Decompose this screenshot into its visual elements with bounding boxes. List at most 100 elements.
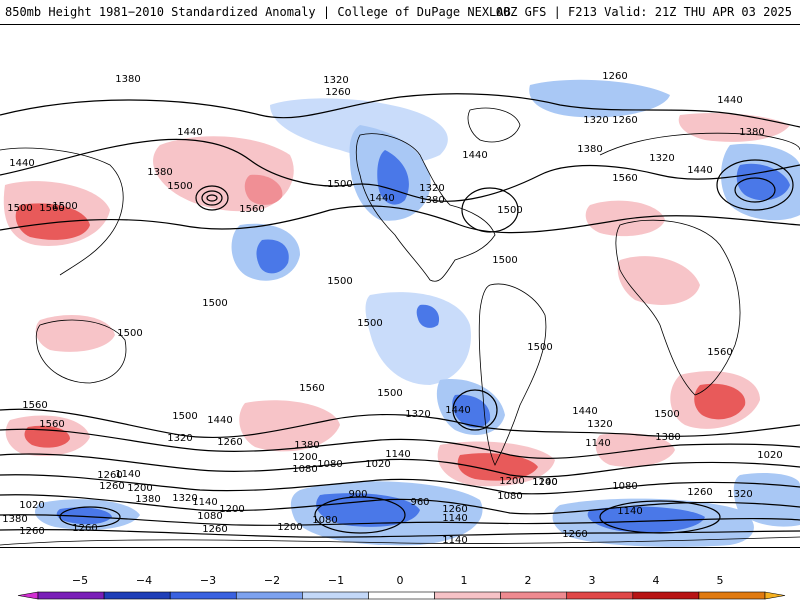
colorbar-tick-label: 4: [653, 574, 660, 587]
red-core-north-pacific: [244, 174, 283, 205]
colorbar-segment: [632, 591, 700, 600]
red-core-drake-passage: [457, 453, 538, 481]
contour-label: 1320: [583, 115, 608, 126]
contour-label: 1380: [115, 74, 140, 85]
contour-label: 1440: [462, 150, 487, 161]
contour-low-south-west: [59, 506, 121, 528]
contour-label: 1440: [177, 127, 202, 138]
header: 850mb Height 1981−2010 Standardized Anom…: [0, 0, 800, 24]
blue-anomaly-south-east: [733, 473, 800, 527]
colorbar-segment: [368, 591, 435, 600]
contour-label: 1140: [532, 477, 557, 488]
contour-label: 960: [410, 497, 429, 508]
contour-label: 1320: [167, 433, 192, 444]
contour-label: 1440: [9, 158, 34, 169]
contour-label: 1020: [365, 459, 390, 470]
coastline-south-america: [478, 283, 547, 466]
blue-core-southern-ocean-pacific: [316, 493, 420, 527]
map-panel: 1380 1320 1260 1260 1440 1320 1260 1440 1380 1380…: [0, 24, 800, 548]
red-anomaly-west-pacific: [35, 315, 115, 352]
contour-label: 1260: [612, 115, 637, 126]
contour-label: 1140: [115, 469, 140, 480]
colorbar-arrow-left: [17, 591, 39, 600]
contour-low-south-america: [452, 389, 498, 431]
contour-label: 1560: [299, 383, 324, 394]
contour-label: 1200: [277, 522, 302, 533]
contour-label: 1260: [687, 487, 712, 498]
positive-anomaly-shading: [3, 113, 790, 487]
contour-label: 1560: [612, 173, 637, 184]
red-anomaly-europe: [678, 113, 790, 142]
colorbar-tick-label: 5: [717, 574, 724, 587]
blue-core-southwest: [56, 507, 112, 525]
contour-label: 1500: [492, 255, 517, 266]
contour-label: 1440: [207, 415, 232, 426]
contour-1320-south: [0, 474, 800, 495]
contour-label: 1380: [655, 432, 680, 443]
contour-label: 1260: [442, 504, 467, 515]
contour-label: 1380: [2, 514, 27, 525]
contour-low-southern-indian: [599, 500, 721, 534]
contour-label: 1260: [97, 470, 122, 481]
colorbar-tick-label: −2: [264, 574, 280, 587]
red-anomaly-africa: [617, 256, 700, 305]
contour-label: 1020: [19, 500, 44, 511]
coastline-europe-asia: [0, 132, 800, 276]
contour-label: 1560: [39, 203, 64, 214]
colorbar-tick-label: −3: [200, 574, 216, 587]
contour-label: 1140: [617, 506, 642, 517]
contour-low-pacific-1: [195, 185, 229, 211]
contour-label: 1260: [19, 526, 44, 537]
contour-label: 1500: [527, 342, 552, 353]
contour-low-siberia: [716, 159, 794, 211]
contour-1140-south: [0, 529, 800, 538]
red-anomaly-south-pacific: [239, 400, 340, 452]
colorbar-tick-label: 2: [525, 574, 532, 587]
red-core-east-asia: [15, 203, 90, 240]
contour-label: 1140: [585, 438, 610, 449]
contour-low-pacific-3: [206, 194, 218, 202]
contour-label: 1380: [739, 127, 764, 138]
contour-low-siberia-inner: [734, 177, 776, 203]
contour-label: 1500: [167, 181, 192, 192]
contour-label: 1320: [419, 183, 444, 194]
colorbar-segment: [566, 591, 634, 600]
contour-label: 1200: [292, 452, 317, 463]
colorbar-segment: [500, 591, 568, 600]
contour-label: 1380: [147, 167, 172, 178]
contour-label: 900: [348, 489, 367, 500]
contour-label: 1320: [587, 419, 612, 430]
colorbar-tick-label: −1: [328, 574, 344, 587]
contour-low-canada: [461, 187, 519, 233]
contour-label: 1200: [127, 483, 152, 494]
contour-label: 1560: [39, 419, 64, 430]
contour-label: 1380: [577, 144, 602, 155]
red-anomaly-north-atlantic: [585, 200, 665, 237]
contour-label: 1140: [192, 497, 217, 508]
red-core-south-africa: [694, 383, 746, 420]
contour-1500-mid: [0, 205, 800, 234]
contour-label: 1200: [499, 476, 524, 487]
contour-label: 1260: [99, 481, 124, 492]
contour-label: 1500: [7, 203, 32, 214]
contour-1500-south: [0, 408, 800, 439]
colorbar-tick-label: −4: [136, 574, 152, 587]
contour-label: 1500: [327, 276, 352, 287]
contour-label: 1500: [497, 205, 522, 216]
contour-1440-north: [0, 138, 800, 202]
map-title: 850mb Height 1981−2010 Standardized Anom…: [5, 5, 511, 19]
contour-label: 1380: [135, 494, 160, 505]
contour-label: 1380: [294, 440, 319, 451]
colorbar-segment: [302, 591, 369, 600]
contour-low-southern-pacific: [314, 496, 406, 534]
colorbar-segment: [235, 591, 303, 600]
contour-1260-south: [0, 494, 800, 515]
contour-label: 1320: [323, 75, 348, 86]
contour-label: 1080: [292, 464, 317, 475]
negative-anomaly-shading: [35, 79, 800, 547]
contour-label: 1200: [532, 477, 557, 488]
coastline-antarctica: [0, 536, 800, 546]
colorbar: −5 −4 −3 −2 −1 0 1 2 3 4 5: [0, 570, 800, 600]
